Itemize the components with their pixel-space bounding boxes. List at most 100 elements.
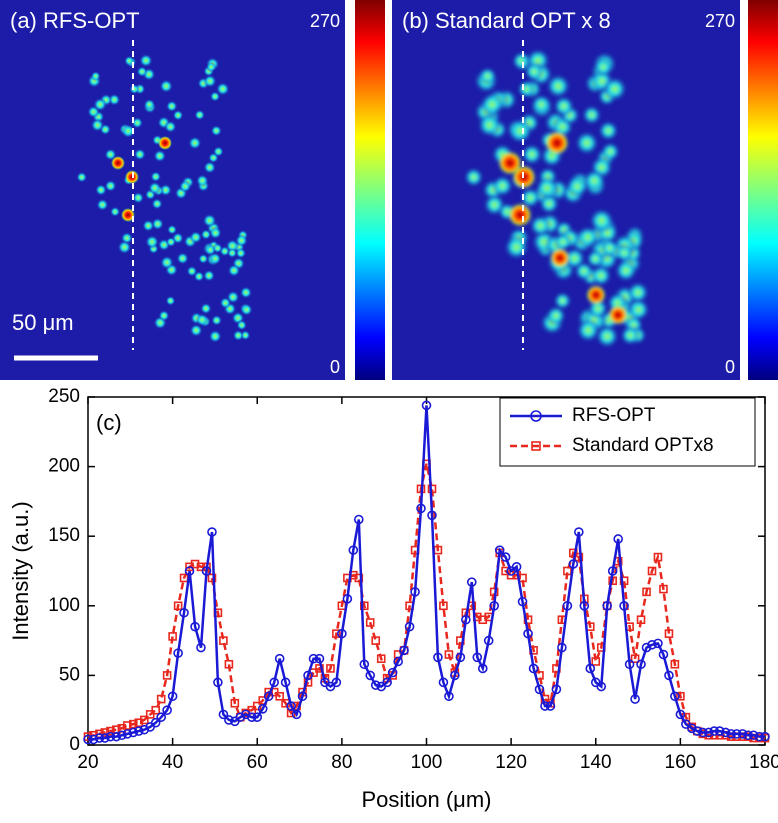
marker bbox=[607, 566, 618, 576]
marker bbox=[106, 726, 115, 736]
spot bbox=[131, 117, 144, 129]
panel-label: (a) RFS-OPT bbox=[10, 8, 140, 33]
spot bbox=[212, 243, 223, 254]
marker bbox=[219, 636, 228, 645]
marker bbox=[450, 670, 460, 681]
marker bbox=[670, 659, 680, 669]
spot bbox=[117, 240, 132, 255]
colorbar bbox=[748, 0, 778, 380]
marker bbox=[664, 629, 674, 638]
y-tick-label: 50 bbox=[59, 664, 80, 685]
image-b-spots bbox=[463, 48, 650, 349]
marker bbox=[246, 712, 257, 722]
spot bbox=[232, 329, 244, 341]
spot bbox=[148, 181, 162, 195]
marker bbox=[659, 584, 668, 594]
marker bbox=[280, 677, 291, 688]
spot bbox=[236, 319, 248, 331]
marker bbox=[150, 717, 161, 728]
spot-hot bbox=[508, 203, 532, 227]
marker bbox=[224, 715, 234, 725]
marker bbox=[596, 681, 607, 692]
spot bbox=[151, 198, 163, 210]
marker bbox=[540, 701, 550, 711]
marker bbox=[500, 552, 511, 562]
spot bbox=[574, 261, 594, 281]
marker bbox=[168, 632, 177, 641]
spot bbox=[153, 149, 167, 163]
spot bbox=[194, 109, 206, 121]
x-tick-label: 160 bbox=[665, 752, 697, 773]
marker bbox=[754, 731, 765, 742]
spot-hot bbox=[608, 305, 628, 325]
marker bbox=[348, 545, 359, 555]
marker bbox=[483, 635, 494, 646]
marker bbox=[731, 729, 742, 739]
marker bbox=[642, 587, 651, 597]
marker bbox=[156, 712, 167, 722]
colorbar bbox=[355, 0, 385, 380]
spot bbox=[553, 291, 572, 310]
marker bbox=[636, 615, 646, 625]
spot bbox=[121, 124, 136, 138]
marker bbox=[173, 601, 183, 611]
marker bbox=[557, 642, 567, 653]
marker bbox=[162, 705, 172, 716]
marker bbox=[686, 723, 697, 734]
marker bbox=[207, 527, 217, 537]
marker bbox=[332, 629, 341, 638]
marker bbox=[748, 730, 759, 741]
spot bbox=[109, 206, 121, 217]
marker bbox=[213, 677, 223, 688]
marker bbox=[122, 729, 133, 739]
marker bbox=[675, 709, 686, 720]
marker bbox=[404, 621, 415, 632]
spot bbox=[151, 217, 164, 231]
marker bbox=[619, 600, 629, 611]
spot bbox=[188, 136, 202, 150]
marker bbox=[235, 712, 246, 722]
spot bbox=[195, 174, 209, 188]
marker bbox=[709, 726, 720, 736]
spot bbox=[478, 67, 497, 86]
spot bbox=[529, 214, 552, 237]
spot bbox=[590, 264, 612, 287]
line-chart: 0 50 100 150 200 250 20 40 60 80 100 120 140 160 180 Po… bbox=[8, 386, 778, 812]
marker bbox=[737, 729, 748, 739]
x-tick-label: 60 bbox=[247, 752, 268, 773]
marker bbox=[399, 645, 409, 656]
marker bbox=[726, 729, 736, 739]
marker bbox=[630, 694, 640, 704]
spot bbox=[133, 148, 146, 161]
marker bbox=[461, 614, 471, 625]
spot bbox=[164, 120, 177, 134]
spot bbox=[172, 109, 184, 121]
marker bbox=[551, 684, 562, 695]
marker bbox=[326, 664, 335, 673]
y-axis-title: Intensity (a.u.) bbox=[8, 501, 33, 640]
marker bbox=[173, 648, 183, 658]
spot bbox=[477, 112, 502, 138]
spot bbox=[186, 265, 198, 277]
spot bbox=[142, 219, 155, 232]
x-tick-label: 40 bbox=[162, 752, 183, 773]
marker bbox=[494, 545, 505, 555]
spot bbox=[210, 125, 222, 137]
marker bbox=[523, 628, 533, 639]
marker bbox=[698, 727, 708, 738]
marker bbox=[196, 642, 206, 653]
spot bbox=[198, 253, 209, 264]
spot bbox=[235, 247, 247, 259]
marker bbox=[365, 618, 375, 627]
legend-marker bbox=[530, 410, 542, 422]
spot bbox=[96, 198, 109, 211]
legend-box bbox=[499, 397, 756, 467]
marker bbox=[133, 726, 144, 736]
marker bbox=[207, 573, 217, 583]
spot bbox=[90, 118, 105, 132]
panel-label: (c) bbox=[96, 410, 122, 435]
spot bbox=[129, 84, 140, 95]
spot bbox=[503, 234, 530, 260]
marker bbox=[455, 652, 466, 663]
